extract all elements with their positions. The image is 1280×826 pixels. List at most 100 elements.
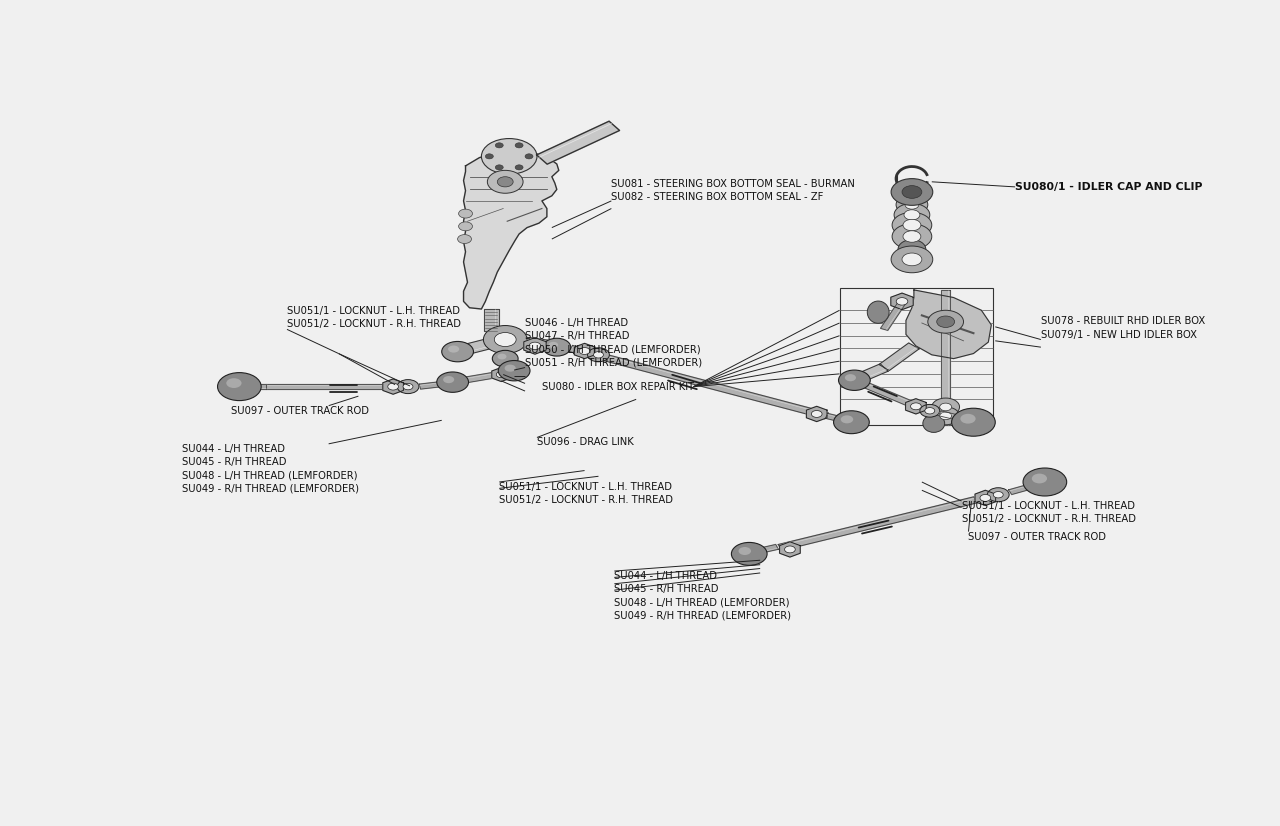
Circle shape: [993, 491, 1004, 498]
Circle shape: [529, 342, 540, 349]
Circle shape: [932, 398, 960, 415]
Text: SU051/1 - LOCKNUT - L.H. THREAD
SU051/2 - LOCKNUT - R.H. THREAD: SU051/1 - LOCKNUT - L.H. THREAD SU051/2 …: [287, 306, 461, 330]
Circle shape: [498, 354, 507, 359]
Circle shape: [1032, 473, 1047, 483]
Circle shape: [493, 350, 518, 367]
Circle shape: [896, 297, 908, 305]
Polygon shape: [891, 293, 913, 310]
Circle shape: [484, 325, 527, 354]
Circle shape: [488, 170, 524, 193]
Circle shape: [739, 547, 751, 555]
Circle shape: [436, 372, 468, 392]
Circle shape: [932, 407, 960, 425]
Circle shape: [987, 487, 1009, 501]
Circle shape: [892, 224, 932, 249]
Text: SU080/1 - IDLER CAP AND CLIP: SU080/1 - IDLER CAP AND CLIP: [1015, 182, 1203, 192]
Circle shape: [443, 376, 454, 383]
Text: SU097 - OUTER TRACK ROD: SU097 - OUTER TRACK ROD: [232, 406, 370, 415]
Text: SU044 - L/H THREAD
SU045 - R/H THREAD
SU048 - L/H THREAD (LEMFORDER)
SU049 - R/H: SU044 - L/H THREAD SU045 - R/H THREAD SU…: [614, 571, 791, 620]
Circle shape: [785, 546, 795, 553]
Polygon shape: [568, 345, 828, 419]
Circle shape: [458, 222, 472, 230]
Circle shape: [457, 235, 471, 244]
Circle shape: [902, 253, 922, 266]
Polygon shape: [905, 399, 927, 414]
Circle shape: [940, 412, 951, 420]
Circle shape: [951, 408, 996, 436]
Polygon shape: [536, 121, 620, 164]
Circle shape: [543, 339, 571, 356]
Circle shape: [905, 200, 919, 209]
Circle shape: [497, 372, 506, 377]
Polygon shape: [524, 338, 547, 354]
Polygon shape: [484, 309, 499, 331]
Circle shape: [845, 374, 856, 382]
Circle shape: [902, 220, 920, 230]
Text: SU051/1 - LOCKNUT - L.H. THREAD
SU051/2 - LOCKNUT - R.H. THREAD: SU051/1 - LOCKNUT - L.H. THREAD SU051/2 …: [499, 482, 673, 506]
Circle shape: [442, 341, 474, 362]
Polygon shape: [383, 379, 403, 394]
Circle shape: [896, 195, 928, 215]
Circle shape: [925, 407, 934, 414]
Circle shape: [485, 154, 493, 159]
Bar: [840, 288, 993, 425]
Circle shape: [403, 383, 413, 390]
Circle shape: [494, 333, 516, 347]
Text: SU046 - L/H THREAD
SU047 - R/H THREAD
SU050 - L/H THREAD (LEMFORDER)
SU051 - R/H: SU046 - L/H THREAD SU047 - R/H THREAD SU…: [525, 318, 703, 368]
Circle shape: [920, 405, 940, 417]
Circle shape: [1023, 468, 1066, 496]
Polygon shape: [906, 290, 991, 358]
Polygon shape: [975, 491, 996, 506]
Polygon shape: [463, 151, 559, 309]
Circle shape: [481, 139, 538, 174]
Text: SU080 - IDLER BOX REPAIR KIT: SU080 - IDLER BOX REPAIR KIT: [541, 382, 694, 392]
Circle shape: [891, 246, 933, 273]
Polygon shape: [452, 370, 511, 385]
Circle shape: [397, 380, 419, 394]
Text: SU081 - STEERING BOX BOTTOM SEAL - BURMAN
SU082 - STEERING BOX BOTTOM SEAL - ZF: SU081 - STEERING BOX BOTTOM SEAL - BURMA…: [612, 179, 855, 202]
Polygon shape: [806, 406, 827, 421]
Circle shape: [910, 403, 922, 410]
Circle shape: [960, 414, 975, 424]
Circle shape: [812, 411, 822, 417]
Circle shape: [227, 378, 242, 388]
Text: SU044 - L/H THREAD
SU045 - R/H THREAD
SU048 - L/H THREAD (LEMFORDER)
SU049 - R/H: SU044 - L/H THREAD SU045 - R/H THREAD SU…: [182, 444, 358, 493]
Circle shape: [498, 360, 530, 381]
Polygon shape: [575, 344, 595, 358]
Polygon shape: [492, 368, 511, 382]
Ellipse shape: [868, 301, 890, 323]
Circle shape: [515, 143, 524, 148]
Polygon shape: [460, 335, 508, 355]
Polygon shape: [941, 290, 950, 425]
Circle shape: [515, 165, 524, 170]
Circle shape: [891, 178, 933, 206]
Polygon shape: [826, 414, 844, 422]
Polygon shape: [879, 343, 919, 371]
Polygon shape: [759, 544, 778, 553]
Circle shape: [904, 210, 920, 220]
Circle shape: [937, 316, 955, 327]
Polygon shape: [251, 384, 266, 389]
Circle shape: [495, 143, 503, 148]
Circle shape: [928, 311, 964, 333]
Circle shape: [218, 373, 261, 401]
Polygon shape: [499, 339, 511, 355]
Polygon shape: [778, 497, 977, 550]
Circle shape: [504, 364, 516, 372]
Circle shape: [895, 203, 929, 226]
Circle shape: [833, 411, 869, 434]
Circle shape: [580, 348, 590, 354]
Text: SU051/1 - LOCKNUT - L.H. THREAD
SU051/2 - LOCKNUT - R.H. THREAD: SU051/1 - LOCKNUT - L.H. THREAD SU051/2 …: [961, 501, 1135, 525]
Circle shape: [548, 342, 558, 348]
Circle shape: [388, 383, 398, 390]
Circle shape: [525, 154, 532, 159]
Polygon shape: [852, 377, 914, 406]
Polygon shape: [938, 411, 963, 420]
Circle shape: [448, 345, 460, 353]
Circle shape: [838, 370, 870, 391]
Circle shape: [841, 415, 854, 424]
Polygon shape: [420, 381, 448, 389]
Circle shape: [495, 165, 503, 170]
Circle shape: [594, 352, 603, 358]
Polygon shape: [266, 384, 398, 390]
